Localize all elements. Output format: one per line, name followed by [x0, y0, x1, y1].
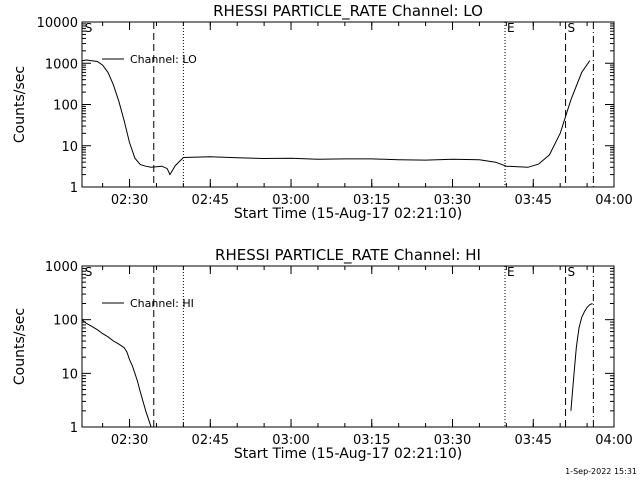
- x-tick-label: 04:00: [595, 433, 632, 448]
- x-tick-label: 03:00: [272, 433, 309, 448]
- event-marker-label: E: [507, 21, 515, 35]
- event-marker-label: S: [85, 21, 93, 35]
- plot-frame: [81, 265, 615, 428]
- y-axis-label: Counts/sec: [12, 308, 28, 385]
- x-tick-label: 03:45: [515, 193, 552, 208]
- x-tick-label: 02:30: [111, 433, 148, 448]
- event-marker-label: S: [568, 21, 576, 35]
- x-tick-label: 03:30: [434, 433, 471, 448]
- chart-title: RHESSI PARTICLE_RATE Channel: LO: [213, 2, 483, 21]
- y-tick-label: 1: [70, 421, 78, 436]
- y-tick-label: 10: [61, 140, 78, 155]
- y-axis-label: Counts/sec: [12, 66, 28, 143]
- x-tick-label: 02:30: [111, 193, 148, 208]
- event-marker-label: S: [85, 265, 93, 279]
- x-tick-label: 04:00: [595, 193, 632, 208]
- y-tick-label: 1: [70, 181, 78, 196]
- x-tick-label: 03:45: [515, 433, 552, 448]
- footer-timestamp: 1-Sep-2022 15:31: [565, 467, 637, 476]
- y-tick-label: 1000: [45, 260, 78, 275]
- plot-frame: [81, 21, 615, 188]
- x-axis-label: Start Time (15-Aug-17 02:21:10): [234, 206, 462, 222]
- series-line: [81, 319, 152, 428]
- y-tick-label: 100: [53, 99, 78, 114]
- event-marker-label: E: [507, 265, 515, 279]
- y-tick-label: 10: [61, 367, 78, 382]
- series-line: [81, 59, 591, 176]
- legend-label: Channel: LO: [130, 53, 197, 66]
- panel-lo: RHESSI PARTICLE_RATE Channel: LO Start Ti…: [12, 2, 633, 222]
- x-tick-label: 03:30: [434, 193, 471, 208]
- event-marker-label: S: [568, 265, 576, 279]
- x-tick-label: 03:15: [353, 193, 390, 208]
- y-tick-label: 100: [53, 314, 78, 329]
- y-tick-label: 1000: [45, 57, 78, 72]
- x-tick-label: 02:45: [192, 193, 229, 208]
- x-tick-label: 02:45: [192, 433, 229, 448]
- x-axis-label: Start Time (15-Aug-17 02:21:10): [234, 446, 462, 462]
- x-tick-label: 03:15: [353, 433, 390, 448]
- series-line: [570, 303, 593, 411]
- y-tick-label: 10000: [37, 16, 78, 31]
- x-tick-label: 03:00: [272, 193, 309, 208]
- panel-hi: RHESSI PARTICLE_RATE Channel: HI Start Ti…: [12, 246, 633, 462]
- chart-title: RHESSI PARTICLE_RATE Channel: HI: [215, 246, 481, 265]
- legend-label: Channel: HI: [130, 297, 194, 310]
